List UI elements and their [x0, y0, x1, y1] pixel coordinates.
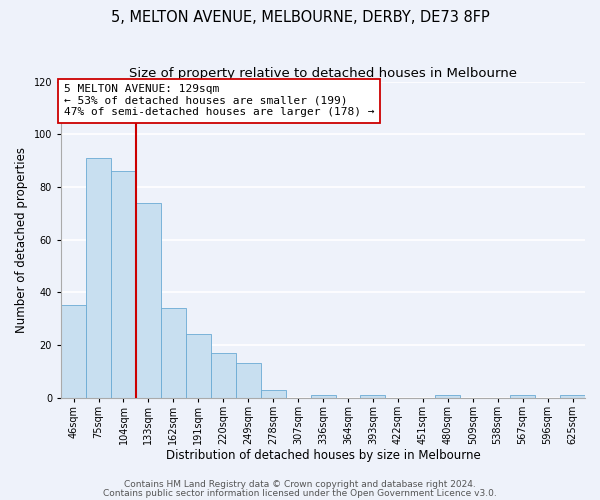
Bar: [61, 306, 86, 398]
Bar: [560, 395, 585, 398]
Bar: [260, 390, 286, 398]
Bar: [311, 395, 335, 398]
Y-axis label: Number of detached properties: Number of detached properties: [15, 146, 28, 332]
Bar: [236, 364, 260, 398]
X-axis label: Distribution of detached houses by size in Melbourne: Distribution of detached houses by size …: [166, 450, 481, 462]
Text: Contains HM Land Registry data © Crown copyright and database right 2024.: Contains HM Land Registry data © Crown c…: [124, 480, 476, 489]
Bar: [361, 395, 385, 398]
Title: Size of property relative to detached houses in Melbourne: Size of property relative to detached ho…: [129, 68, 517, 80]
Text: 5 MELTON AVENUE: 129sqm
← 53% of detached houses are smaller (199)
47% of semi-d: 5 MELTON AVENUE: 129sqm ← 53% of detache…: [64, 84, 374, 117]
Text: 5, MELTON AVENUE, MELBOURNE, DERBY, DE73 8FP: 5, MELTON AVENUE, MELBOURNE, DERBY, DE73…: [110, 10, 490, 25]
Bar: [161, 308, 186, 398]
Bar: [86, 158, 111, 398]
Bar: [211, 353, 236, 398]
Text: Contains public sector information licensed under the Open Government Licence v3: Contains public sector information licen…: [103, 488, 497, 498]
Bar: [436, 395, 460, 398]
Bar: [186, 334, 211, 398]
Bar: [111, 171, 136, 398]
Bar: [510, 395, 535, 398]
Bar: [136, 203, 161, 398]
